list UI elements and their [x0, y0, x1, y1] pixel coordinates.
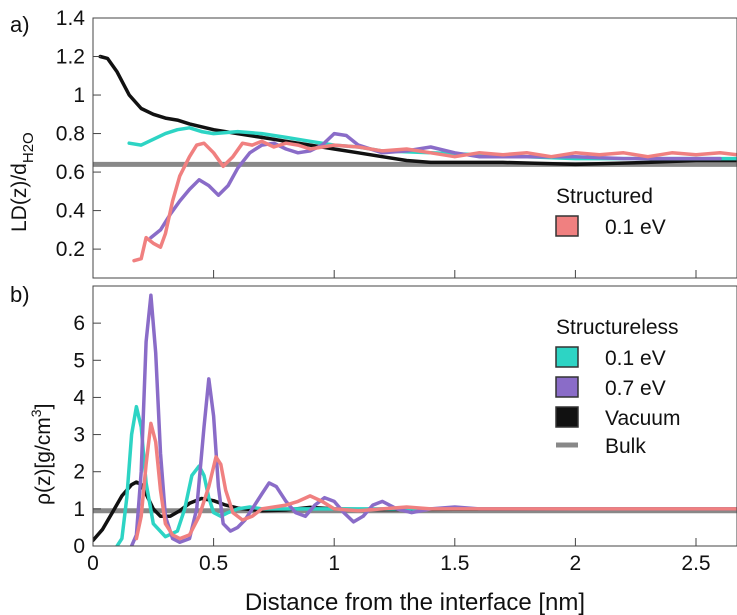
panel-b-x-ticks: 0 0.5 1 1.5 2 2.5 [87, 538, 711, 575]
legend-b-swatch-vacuum [555, 406, 579, 428]
x-tick-label: 0.5 [199, 552, 228, 575]
b-y-tick-label: 6 [73, 312, 85, 335]
b-y-tick-label: 3 [73, 424, 85, 447]
panel-b-lines [93, 293, 737, 546]
x-tick-label: 1.5 [440, 552, 469, 575]
b-y-tick-label: 2 [73, 461, 85, 484]
b-y-tick-label: 0 [73, 535, 85, 558]
a-y-tick-label: 1 [73, 84, 85, 107]
a-series-pink [132, 139, 737, 263]
a-series-black [98, 54, 737, 167]
legend-b-title: Structureless [556, 316, 679, 339]
panel-b: b) 0 1 2 3 4 5 6 0 0.5 1 1.5 2 2.5 ρ(z)[g/cm3] Dist… [10, 282, 737, 615]
a-y-tick-label: 0.8 [56, 123, 85, 146]
legend-a-swatch-0.1ev [555, 215, 579, 237]
panel-b-frame [92, 285, 737, 547]
legend-b-label-vacuum: Vacuum [605, 407, 680, 430]
legend-b-label-0.7ev: 0.7 eV [605, 377, 666, 400]
a-y-tick-label: 0.4 [56, 200, 86, 223]
panel-b-label: b) [10, 282, 30, 307]
x-tick-label: 2 [570, 552, 582, 575]
panel-a-label: a) [10, 12, 30, 37]
panel-a: a) 0.2 0.4 0.6 0.8 1 1.2 1.4 LD(z)/dH2O Struct… [8, 7, 737, 279]
b-series-cyan [115, 404, 737, 546]
panel-b-y-ticks: 0 1 2 3 4 5 6 [73, 312, 101, 558]
a-y-tick-label: 1.4 [56, 7, 86, 30]
legend-b-swatch-0.1ev [555, 346, 579, 368]
b-y-tick-label: 4 [73, 386, 85, 409]
legend-a-label-0.1ev: 0.1 eV [605, 216, 666, 239]
a-y-tick-label: 0.6 [56, 161, 85, 184]
b-y-tick-label: 5 [73, 349, 85, 372]
panel-b-y-label: ρ(z)[g/cm3] [28, 404, 55, 505]
panel-a-y-label: LD(z)/dH2O [8, 132, 37, 232]
legend-a-title: Structured [556, 185, 653, 208]
b-y-tick-label: 1 [73, 498, 85, 521]
x-tick-label: 0 [87, 552, 99, 575]
x-axis-label: Distance from the interface [nm] [245, 589, 585, 615]
legend-b-label-0.1ev: 0.1 eV [605, 347, 666, 370]
panel-a-frame [92, 17, 737, 279]
a-y-tick-label: 0.2 [56, 238, 85, 261]
panel-a-lines [93, 54, 737, 263]
legend-b-label-bulk: Bulk [605, 435, 646, 458]
x-tick-label: 1 [328, 552, 340, 575]
a-y-tick-label: 1.2 [56, 46, 85, 69]
legend-b-swatch-0.7ev [555, 376, 579, 398]
x-tick-label: 2.5 [681, 552, 710, 575]
a-series-purple [149, 131, 722, 240]
b-series-pink [134, 421, 737, 541]
